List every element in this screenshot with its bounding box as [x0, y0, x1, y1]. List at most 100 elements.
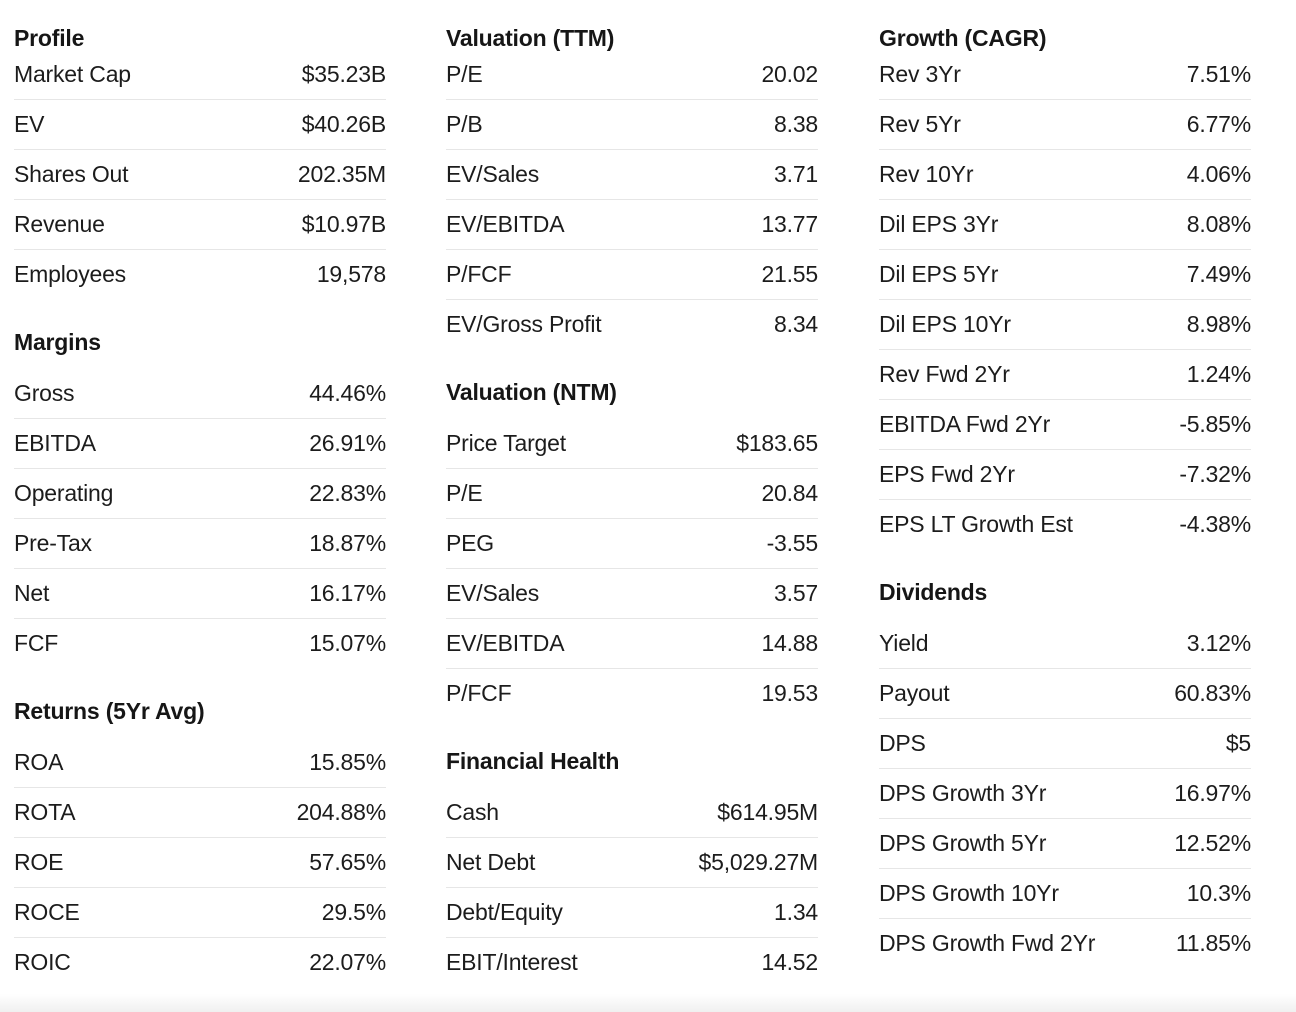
metric-label: Pre-Tax: [14, 530, 92, 556]
metric-value: 3.71: [774, 161, 818, 187]
metric-value: 13.77: [761, 211, 818, 237]
metric-row: EPS LT Growth Est -4.38%: [879, 500, 1251, 549]
metric-row: Shares Out 202.35M: [14, 150, 386, 200]
metric-list: P/E 20.02 P/B 8.38 EV/Sales 3.71 EV/EBITDA 13.7…: [446, 50, 818, 349]
metric-value: 14.52: [761, 949, 818, 975]
metric-value: 44.46%: [309, 380, 386, 406]
metric-value: 3.57: [774, 580, 818, 606]
metric-row: PEG -3.55: [446, 519, 818, 569]
metric-label: ROTA: [14, 799, 76, 825]
section-returns-5yr-avg: Returns (5Yr Avg) ROA 15.85% ROTA 204.88% ROE…: [14, 688, 386, 987]
metric-label: Price Target: [446, 430, 566, 456]
section-title: Valuation (TTM): [446, 25, 615, 51]
metric-label: Dil EPS 10Yr: [879, 311, 1011, 337]
metric-row: EV $40.26B: [14, 100, 386, 150]
metric-row: P/FCF 21.55: [446, 250, 818, 300]
metric-value: 8.34: [774, 311, 818, 337]
metric-value: 14.88: [761, 630, 818, 656]
metric-value: 18.87%: [309, 530, 386, 556]
metric-label: Dil EPS 5Yr: [879, 261, 999, 287]
metric-label: P/E: [446, 480, 483, 506]
section-title: Margins: [14, 329, 101, 355]
metric-label: EV: [14, 111, 45, 137]
metric-label: DPS Growth 10Yr: [879, 880, 1059, 906]
metric-value: 8.98%: [1186, 311, 1251, 337]
metric-value: 204.88%: [296, 799, 387, 825]
metric-row: Dil EPS 3Yr 8.08%: [879, 200, 1251, 250]
metric-row: DPS Growth Fwd 2Yr 11.85%: [879, 919, 1251, 968]
metric-label: EV/EBITDA: [446, 211, 565, 237]
metric-value: 19.53: [761, 680, 818, 706]
metric-label: Gross: [14, 380, 75, 406]
metric-value: $40.26B: [301, 111, 386, 137]
metric-row: EV/EBITDA 14.88: [446, 619, 818, 669]
metric-row: P/E 20.02: [446, 50, 818, 100]
metric-row: Yield 3.12%: [879, 619, 1251, 669]
metric-row: Net Debt $5,029.27M: [446, 838, 818, 888]
metric-label: DPS Growth 3Yr: [879, 780, 1047, 806]
metric-value: 4.06%: [1186, 161, 1251, 187]
metric-label: EBITDA Fwd 2Yr: [879, 411, 1051, 437]
metric-value: 19,578: [316, 261, 386, 287]
metric-value: 26.91%: [309, 430, 386, 456]
metric-row: EV/Sales 3.57: [446, 569, 818, 619]
metric-label: EV/Gross Profit: [446, 311, 602, 337]
metric-row: Cash $614.95M: [446, 788, 818, 838]
section-profile: Profile Market Cap $35.23B EV $40.26B Shares …: [14, 0, 386, 299]
metric-value: 202.35M: [297, 161, 386, 187]
metric-value: 7.49%: [1186, 261, 1251, 287]
metric-value: 60.83%: [1174, 680, 1251, 706]
metric-value: 15.85%: [309, 749, 386, 775]
metric-row: P/B 8.38: [446, 100, 818, 150]
metric-value: 57.65%: [309, 849, 386, 875]
metric-row: EV/Sales 3.71: [446, 150, 818, 200]
metric-row: Pre-Tax 18.87%: [14, 519, 386, 569]
metric-value: 8.38: [774, 111, 818, 137]
metric-label: P/B: [446, 111, 483, 137]
metric-row: ROCE 29.5%: [14, 888, 386, 938]
metric-label: ROA: [14, 749, 64, 775]
metric-label: Yield: [879, 630, 929, 656]
metric-row: EBITDA 26.91%: [14, 419, 386, 469]
metric-row: Dil EPS 10Yr 8.98%: [879, 300, 1251, 350]
metric-row: ROTA 204.88%: [14, 788, 386, 838]
section-title: Dividends: [879, 579, 988, 605]
metric-row: Price Target $183.65: [446, 419, 818, 469]
metric-row: Gross 44.46%: [14, 369, 386, 419]
metric-label: Net Debt: [446, 849, 536, 875]
metric-row: Operating 22.83%: [14, 469, 386, 519]
metric-row: EBIT/Interest 14.52: [446, 938, 818, 987]
bottom-fade: [0, 994, 1296, 1012]
metric-value: 16.17%: [309, 580, 386, 606]
metric-row: Rev Fwd 2Yr 1.24%: [879, 350, 1251, 400]
section-dividends: Dividends Yield 3.12% Payout 60.83% DPS $5 DPS …: [879, 569, 1251, 968]
metric-label: ROIC: [14, 949, 71, 975]
metric-value: -4.38%: [1179, 511, 1251, 537]
metric-value: 22.83%: [309, 480, 386, 506]
metric-label: EPS LT Growth Est: [879, 511, 1073, 537]
metric-label: EV/Sales: [446, 161, 540, 187]
metric-value: 1.34: [774, 899, 818, 925]
metric-row: Net 16.17%: [14, 569, 386, 619]
metric-value: $10.97B: [301, 211, 386, 237]
metric-value: 7.51%: [1186, 61, 1251, 87]
section-margins: Margins Gross 44.46% EBITDA 26.91% Operating 2…: [14, 319, 386, 668]
metric-value: 1.24%: [1186, 361, 1251, 387]
metric-value: 8.08%: [1186, 211, 1251, 237]
metric-row: EV/EBITDA 13.77: [446, 200, 818, 250]
column-1: Profile Market Cap $35.23B EV $40.26B Shares …: [14, 0, 386, 987]
section-growth-cagr: Growth (CAGR) Rev 3Yr 7.51% Rev 5Yr 6.77% Rev…: [879, 0, 1251, 549]
metric-list: Rev 3Yr 7.51% Rev 5Yr 6.77% Rev 10Yr 4.06% Dil…: [879, 50, 1251, 549]
section-financial-health: Financial Health Cash $614.95M Net Debt $5,0…: [446, 738, 818, 987]
metric-row: Rev 10Yr 4.06%: [879, 150, 1251, 200]
metric-label: Cash: [446, 799, 499, 825]
metric-row: Revenue $10.97B: [14, 200, 386, 250]
metric-list: Price Target $183.65 P/E 20.84 PEG -3.55 EV/Sa…: [446, 419, 818, 718]
metric-value: 11.85%: [1175, 930, 1251, 956]
metric-value: 3.12%: [1186, 630, 1251, 656]
metric-label: Rev Fwd 2Yr: [879, 361, 1010, 387]
column-2: Valuation (TTM) P/E 20.02 P/B 8.38 EV/Sales 3.…: [446, 0, 818, 987]
section-title: Valuation (NTM): [446, 379, 617, 405]
metric-list: Gross 44.46% EBITDA 26.91% Operating 22.83% Pr…: [14, 369, 386, 668]
metric-value: 29.5%: [321, 899, 386, 925]
